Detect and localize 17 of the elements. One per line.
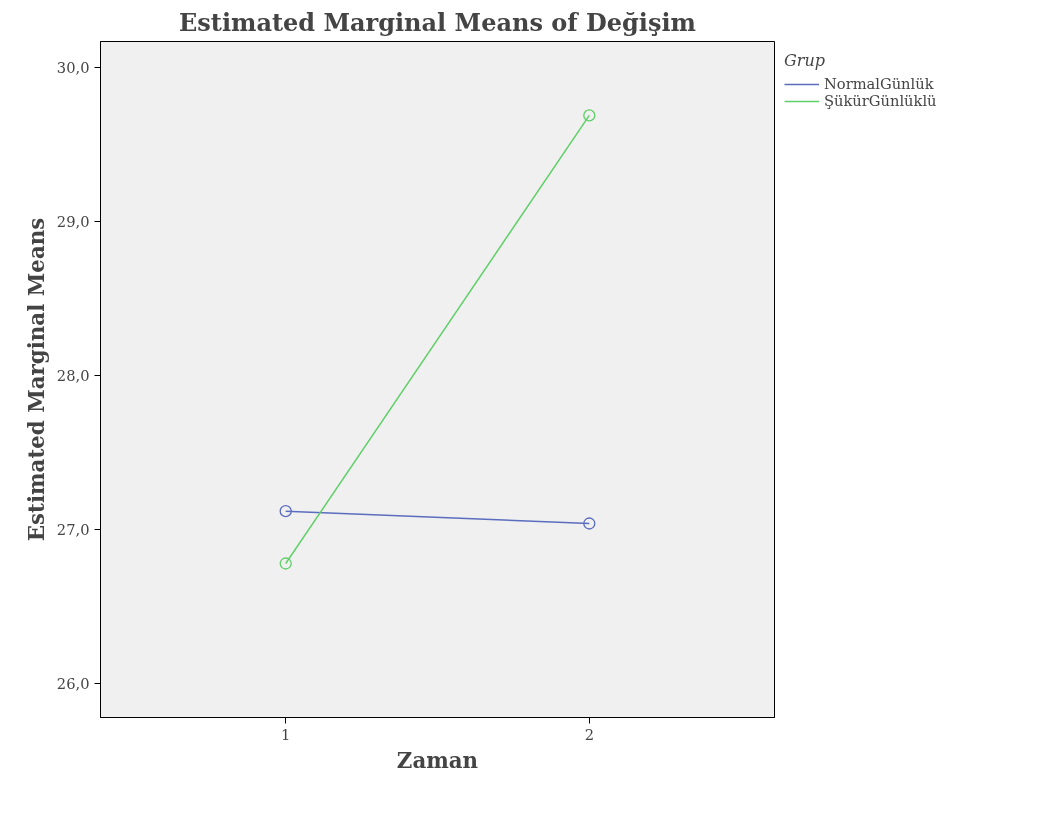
y-tick-label: 28,0 bbox=[56, 367, 90, 385]
x-tick-label: 1 bbox=[281, 725, 291, 743]
point bbox=[279, 557, 292, 570]
legend-title: Grup bbox=[784, 51, 826, 70]
y-tick-label: 27,0 bbox=[56, 521, 90, 539]
y-tick-label: 29,0 bbox=[56, 213, 90, 231]
x-axis-title: Zaman bbox=[396, 747, 479, 773]
point bbox=[583, 109, 596, 122]
legend-label: ŞükürGünlüklü bbox=[824, 92, 937, 109]
y-tick-label: 30,0 bbox=[56, 59, 90, 77]
point bbox=[279, 505, 292, 518]
chart-title: Estimated Marginal Means of Değişim bbox=[179, 7, 696, 37]
point bbox=[583, 517, 596, 530]
y-tick-label: 26,0 bbox=[56, 675, 90, 693]
legend-label: NormalGünlük bbox=[824, 75, 934, 92]
y-axis-title: Estimated Marginal Means bbox=[23, 217, 49, 542]
x-tick-label: 2 bbox=[584, 725, 594, 743]
